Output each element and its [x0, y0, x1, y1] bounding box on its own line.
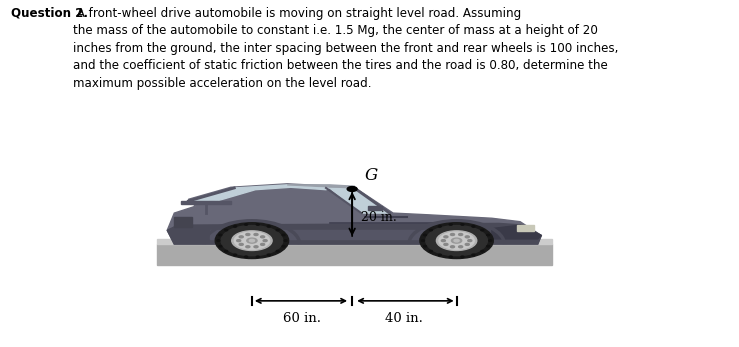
Polygon shape	[287, 185, 354, 188]
Circle shape	[466, 244, 469, 245]
Circle shape	[221, 226, 283, 256]
Polygon shape	[167, 223, 541, 244]
Bar	[517, 225, 534, 231]
Circle shape	[268, 254, 270, 255]
Polygon shape	[330, 188, 389, 213]
Circle shape	[232, 231, 272, 251]
Polygon shape	[192, 185, 330, 201]
Circle shape	[261, 244, 265, 245]
Circle shape	[481, 251, 484, 252]
Circle shape	[429, 251, 432, 252]
Circle shape	[459, 234, 463, 236]
Circle shape	[256, 224, 259, 225]
Circle shape	[276, 251, 279, 252]
Circle shape	[441, 240, 446, 242]
Circle shape	[449, 256, 452, 257]
Circle shape	[217, 240, 219, 242]
Text: G: G	[365, 167, 378, 184]
Text: Question 2.: Question 2.	[10, 7, 87, 19]
Circle shape	[444, 244, 448, 245]
Circle shape	[451, 246, 454, 248]
Circle shape	[347, 187, 357, 192]
Circle shape	[488, 240, 491, 242]
Circle shape	[472, 226, 475, 227]
Circle shape	[239, 244, 243, 245]
Circle shape	[219, 234, 222, 236]
Text: 20 in.: 20 in.	[361, 211, 396, 224]
Circle shape	[487, 246, 490, 247]
Circle shape	[234, 232, 270, 249]
Circle shape	[247, 238, 257, 243]
Circle shape	[481, 229, 484, 231]
Circle shape	[236, 240, 241, 242]
Circle shape	[234, 226, 236, 227]
Circle shape	[254, 234, 258, 236]
Bar	[368, 205, 383, 210]
Polygon shape	[492, 225, 541, 239]
Circle shape	[423, 234, 426, 236]
Circle shape	[487, 234, 490, 236]
Circle shape	[261, 236, 265, 238]
Text: A front-wheel drive automobile is moving on straight level road. Assuming
the ma: A front-wheel drive automobile is moving…	[72, 7, 618, 90]
Circle shape	[459, 246, 463, 248]
Circle shape	[438, 226, 441, 227]
Circle shape	[239, 236, 243, 238]
Circle shape	[225, 251, 228, 252]
Circle shape	[438, 254, 441, 255]
Circle shape	[256, 256, 259, 257]
Circle shape	[282, 246, 285, 247]
Text: 60 in.: 60 in.	[283, 312, 321, 325]
Circle shape	[276, 229, 279, 231]
Bar	[174, 217, 192, 227]
Circle shape	[268, 226, 270, 227]
Circle shape	[249, 239, 254, 242]
Circle shape	[472, 254, 475, 255]
Circle shape	[437, 231, 477, 251]
Circle shape	[284, 240, 287, 242]
Circle shape	[234, 254, 236, 255]
Circle shape	[219, 246, 222, 247]
Circle shape	[246, 246, 250, 248]
Polygon shape	[167, 184, 541, 244]
Circle shape	[429, 229, 432, 231]
Circle shape	[254, 246, 258, 248]
Bar	[157, 244, 552, 265]
Circle shape	[466, 236, 469, 238]
Circle shape	[225, 229, 228, 231]
Circle shape	[461, 224, 464, 225]
Circle shape	[468, 240, 471, 242]
Polygon shape	[210, 230, 485, 239]
Circle shape	[444, 236, 448, 238]
Circle shape	[245, 224, 248, 225]
Circle shape	[245, 256, 248, 257]
Circle shape	[426, 226, 488, 256]
Circle shape	[461, 256, 464, 257]
Bar	[157, 239, 552, 244]
Circle shape	[423, 246, 426, 247]
Circle shape	[282, 234, 285, 236]
Circle shape	[246, 234, 250, 236]
Text: 40 in.: 40 in.	[386, 312, 423, 325]
Circle shape	[454, 239, 459, 242]
Circle shape	[215, 223, 289, 259]
Circle shape	[449, 224, 452, 225]
Circle shape	[452, 238, 462, 243]
Polygon shape	[181, 201, 231, 204]
Circle shape	[439, 232, 474, 249]
Circle shape	[451, 234, 454, 236]
Circle shape	[263, 240, 268, 242]
Circle shape	[421, 240, 424, 242]
Circle shape	[420, 223, 493, 259]
